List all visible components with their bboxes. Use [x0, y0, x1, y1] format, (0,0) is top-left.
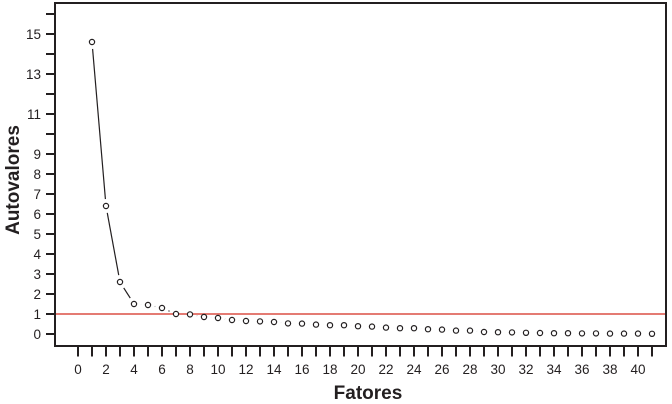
x-tick-label: 32: [518, 362, 533, 377]
data-point-marker: [466, 327, 474, 334]
data-point-marker: [172, 310, 180, 318]
data-point-marker: [438, 326, 446, 333]
x-tick-label: 28: [462, 362, 477, 377]
x-tick-label: 18: [322, 362, 337, 377]
y-tick-label: 4: [33, 247, 41, 262]
y-tick-label: 8: [33, 167, 41, 182]
series-segment: [123, 287, 131, 299]
y-tick-label: 13: [26, 67, 41, 82]
data-point-marker: [228, 316, 236, 324]
series-segment: [91, 48, 107, 200]
data-point-marker: [592, 330, 600, 337]
plot-frame: [54, 2, 667, 347]
x-tick-label: 8: [186, 362, 194, 377]
data-point-marker: [396, 325, 404, 332]
data-point-marker: [522, 329, 530, 336]
data-point-marker: [508, 329, 516, 336]
x-tick-label: 10: [210, 362, 225, 377]
x-tick-label: 0: [74, 362, 82, 377]
data-point-marker: [256, 318, 264, 325]
data-point-marker: [564, 330, 572, 337]
data-point-marker: [200, 313, 208, 321]
x-tick-label: 6: [158, 362, 166, 377]
data-point-marker: [648, 330, 656, 337]
data-point-marker: [424, 326, 432, 333]
x-tick-label: 22: [378, 362, 393, 377]
x-tick-label: 16: [294, 362, 309, 377]
data-point-marker: [536, 329, 544, 337]
x-tick-label: 24: [406, 362, 422, 377]
data-point-marker: [144, 301, 152, 309]
data-point-marker: [298, 320, 306, 327]
y-tick-label: 0: [33, 327, 41, 342]
data-point-marker: [494, 329, 502, 336]
data-point-marker: [480, 328, 488, 336]
x-tick-label: 2: [102, 362, 110, 377]
data-point-marker: [130, 300, 138, 308]
series-line: [91, 48, 646, 335]
y-tick-label: 7: [33, 187, 41, 202]
data-point-marker: [606, 330, 614, 337]
x-axis: 0 2 4 6 8 10 12 14 16 18 20 22 24 26 28 30 32 34 36 38 40: [74, 347, 653, 377]
y-tick-label: 2: [33, 287, 41, 302]
data-point-marker: [214, 314, 222, 322]
y-axis: 0 1 2 3 4 5 6 7 8 9 11 13 15: [26, 13, 55, 342]
y-tick-label: 11: [27, 107, 41, 122]
y-tick-label: 1: [33, 307, 41, 322]
y-tick-label: 15: [26, 27, 41, 42]
x-tick-label: 40: [630, 362, 645, 377]
x-axis-title: Fatores: [333, 383, 403, 404]
data-point-marker: [186, 311, 194, 318]
y-tick-label: 5: [33, 227, 41, 242]
x-tick-label: 4: [130, 362, 138, 377]
data-point-marker: [368, 323, 376, 330]
data-point-marker: [88, 38, 96, 46]
y-tick-label: 9: [33, 147, 41, 162]
y-tick-label: 3: [33, 267, 41, 282]
data-point-marker: [312, 321, 320, 328]
data-point-marker: [326, 322, 334, 329]
data-point-marker: [452, 327, 460, 334]
data-point-marker: [550, 330, 558, 337]
data-point-marker: [158, 304, 166, 312]
data-point-marker: [382, 324, 390, 331]
x-tick-label: 34: [546, 362, 562, 377]
data-point-marker: [270, 318, 278, 326]
y-axis-title: Autovalores: [3, 125, 24, 235]
data-point-marker: [242, 317, 250, 325]
data-point-marker: [354, 323, 362, 330]
x-tick-label: 14: [266, 362, 282, 377]
series-segment: [106, 212, 120, 276]
x-tick-label: 26: [434, 362, 449, 377]
x-tick-label: 20: [350, 362, 365, 377]
y-tick-label: 6: [33, 207, 41, 222]
x-tick-label: 38: [602, 362, 617, 377]
data-point-marker: [410, 325, 418, 332]
data-point-marker: [340, 322, 348, 329]
data-point-marker: [102, 202, 110, 210]
x-tick-label: 36: [574, 362, 589, 377]
data-point-marker: [116, 278, 124, 286]
x-tick-label: 12: [238, 362, 253, 377]
data-point-marker: [620, 330, 628, 337]
data-point-marker: [578, 330, 586, 337]
series-points: [88, 38, 656, 337]
data-point-marker: [634, 330, 642, 337]
x-tick-label: 30: [490, 362, 505, 377]
data-point-marker: [284, 320, 292, 327]
